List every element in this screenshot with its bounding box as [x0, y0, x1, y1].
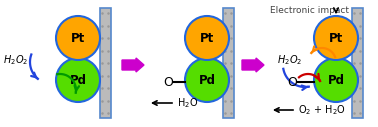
FancyArrow shape [122, 58, 144, 72]
Text: H$_2$O$_2$: H$_2$O$_2$ [3, 53, 28, 67]
FancyArrow shape [242, 58, 264, 72]
Text: Pd: Pd [198, 74, 215, 86]
Text: Pt: Pt [329, 31, 343, 44]
Text: Electronic impact: Electronic impact [271, 6, 350, 15]
Text: Pt: Pt [200, 31, 214, 44]
FancyBboxPatch shape [352, 8, 363, 118]
Text: H$_2$O$_2$: H$_2$O$_2$ [277, 53, 302, 67]
FancyBboxPatch shape [223, 8, 234, 118]
Circle shape [185, 16, 229, 60]
Text: Pt: Pt [71, 31, 85, 44]
Circle shape [314, 16, 358, 60]
Text: Pd: Pd [70, 74, 87, 86]
Text: O$_2$ + H$_2$O: O$_2$ + H$_2$O [298, 103, 346, 117]
Circle shape [185, 58, 229, 102]
Text: H$_2$O: H$_2$O [177, 96, 198, 110]
Text: Pd: Pd [327, 74, 344, 86]
Text: O: O [287, 75, 297, 89]
Circle shape [314, 58, 358, 102]
Circle shape [56, 16, 100, 60]
Text: O: O [163, 75, 173, 89]
Circle shape [56, 58, 100, 102]
FancyBboxPatch shape [99, 8, 110, 118]
